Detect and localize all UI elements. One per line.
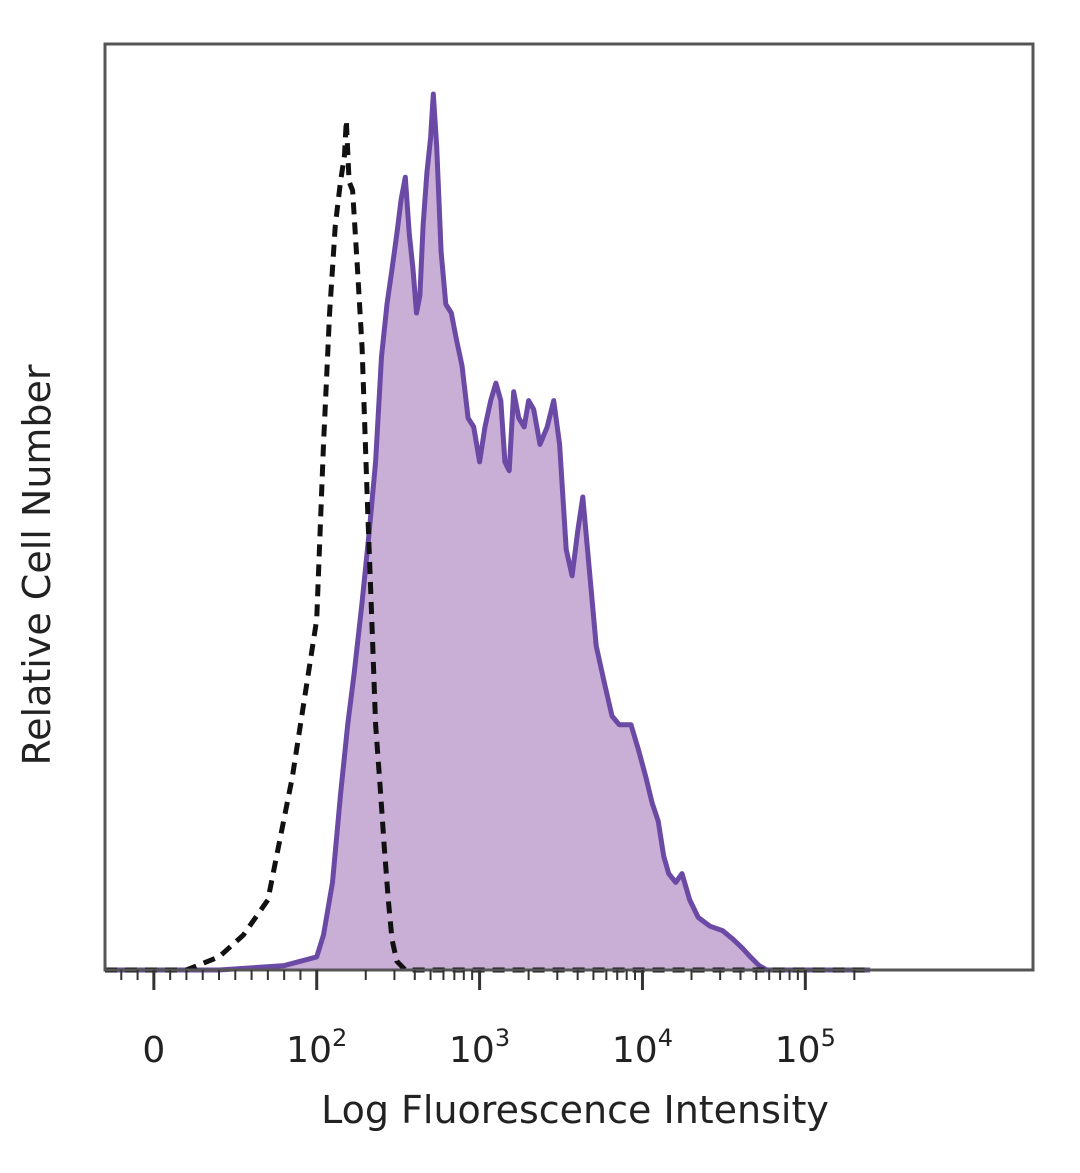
plot-frame <box>103 42 1035 972</box>
y-axis-label: Relative Cell Number <box>15 364 59 765</box>
x-tick-label: 0 <box>142 1030 165 1071</box>
x-tick-label: 103 <box>449 1024 510 1071</box>
x-tick-label: 104 <box>612 1024 673 1071</box>
x-axis-label: Log Fluorescence Intensity <box>321 1088 829 1132</box>
x-tick-label: 102 <box>286 1024 347 1071</box>
stained-histogram-line <box>105 91 871 973</box>
stained-histogram-fill <box>105 94 871 970</box>
x-tick-label: 105 <box>775 1024 836 1071</box>
control-histogram-line <box>105 117 871 973</box>
